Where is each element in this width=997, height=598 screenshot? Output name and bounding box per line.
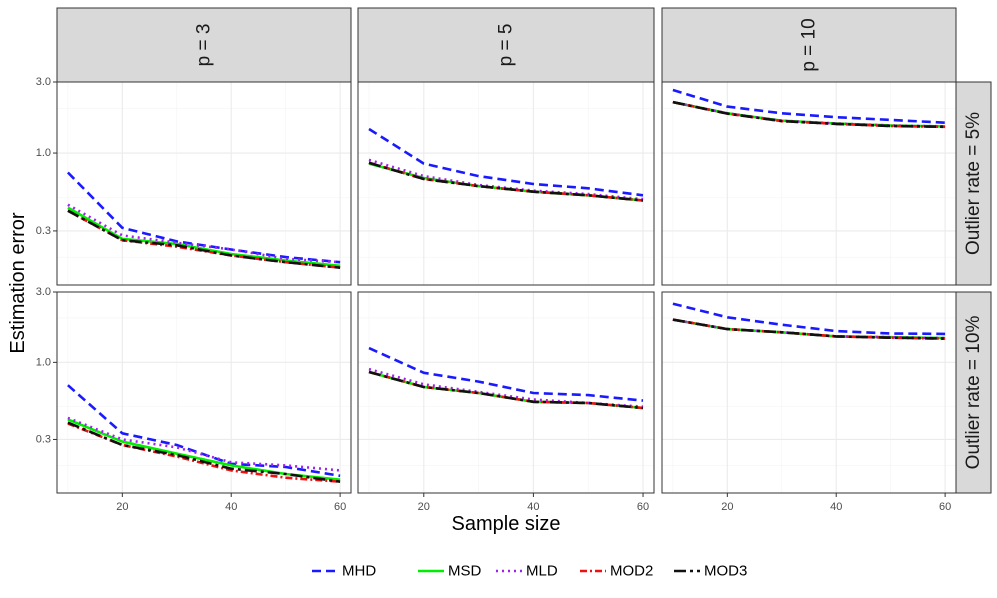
x-tick-label: 20 [418,501,430,513]
panel-background [662,292,956,493]
column-strip-label: p = 3 [194,24,215,67]
x-tick-label: 40 [225,501,237,513]
series-line-mld [368,367,644,408]
panel-1-0 [56,291,352,494]
legend-label: MOD3 [704,563,747,580]
series-line-mhd [368,127,644,197]
series-line-mhd [672,302,946,336]
row-strip [955,291,992,494]
series-line-mod3 [672,318,946,340]
legend-label: MSD [448,563,482,580]
y-tick-label: 3.0 [36,76,51,88]
legend-label: MHD [342,563,376,580]
x-tick-label: 60 [939,501,951,513]
series-line-mod3 [67,209,341,269]
legend-item-mod3: MOD3 [674,563,747,580]
series-line-mod3 [67,421,341,483]
series-line-msd [67,206,341,268]
panel-1-1 [357,291,655,494]
series-line-mhd [67,384,341,478]
column-strip [56,7,352,83]
y-tick-label: 1.0 [36,147,51,159]
legend-item-mhd: MHD [312,563,376,580]
x-axis-title: Sample size [452,513,561,535]
panel-0-2 [661,81,957,286]
row-strip-label: Outlier rate = 10% [963,316,984,470]
x-tick-label: 40 [830,501,842,513]
x-tick-label: 20 [116,501,128,513]
column-strip [357,7,655,83]
y-axis-title: Estimation error [7,212,29,353]
panel-background [358,82,654,285]
row-strip [955,81,992,286]
series-line-mld [67,203,341,264]
x-tick-label: 20 [721,501,733,513]
x-tick-label: 40 [527,501,539,513]
legend-item-msd: MSD [418,563,482,580]
legend-label: MOD2 [610,563,653,580]
panel-background [662,82,956,285]
column-strip-label: p = 10 [799,18,820,71]
y-tick-label: 3.0 [36,286,51,298]
y-tick-label: 0.3 [36,433,51,445]
series-line-mod3 [368,370,644,410]
legend: MHD MSD MLD MOD2 MOD3 [312,563,747,580]
series-line-mhd [368,346,644,402]
legend-item-mld: MLD [496,563,558,580]
series-line-mhd [672,88,946,124]
x-tick-label: 60 [637,501,649,513]
legend-item-mod2: MOD2 [580,563,653,580]
series-line-mod3 [368,161,644,202]
panel-background [57,82,351,285]
row-strip-label: Outlier rate = 5% [963,112,984,255]
column-strip-label: p = 5 [496,24,517,67]
panel-0-0 [56,81,352,286]
y-tick-label: 0.3 [36,225,51,237]
column-strip [661,7,957,83]
series-line-mod3 [672,100,946,129]
series-line-mld [67,416,341,472]
panel-1-2 [661,291,957,494]
y-tick-label: 1.0 [36,356,51,368]
panels-layer [56,81,957,494]
panel-0-1 [357,81,655,286]
axes-layer: p = 3 p = 5 p = 10 Outlier rate = 5% Outlier… [36,7,992,513]
legend-label: MLD [526,563,558,580]
panel-border [357,291,655,494]
panel-border [56,291,352,494]
x-tick-label: 60 [334,501,346,513]
panel-background [358,292,654,493]
